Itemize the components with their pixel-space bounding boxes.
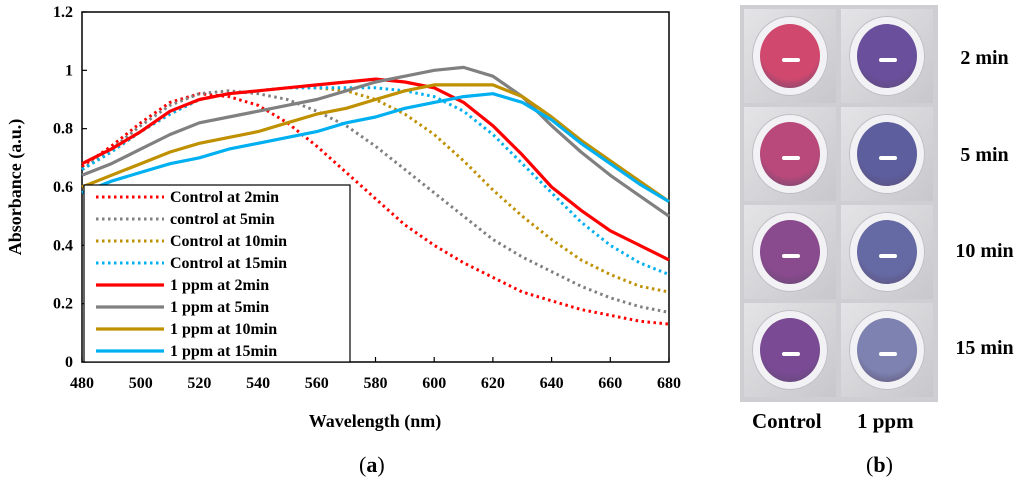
well-solution xyxy=(857,24,917,88)
column-label-1ppm: 1 ppm xyxy=(857,409,914,433)
y-axis-ticks: 0 0.2 0.4 0.6 0.8 1 1.2 xyxy=(53,4,87,371)
x-tick-label-5: 580 xyxy=(364,375,388,392)
legend-label-control-at-2min: Control at 2min xyxy=(170,189,279,206)
x-tick-label-0: 480 xyxy=(70,375,94,392)
control-well-0 xyxy=(744,9,836,103)
light-reflection xyxy=(782,254,800,258)
well-solution xyxy=(760,24,820,88)
well-solution xyxy=(857,318,917,382)
series-line-control-at-15min xyxy=(81,86,670,276)
x-tick-label-6: 600 xyxy=(422,375,446,392)
well-solution xyxy=(760,318,820,382)
x-tick-label-7: 620 xyxy=(481,375,505,392)
legend-label-control-at-10min: Control at 10min xyxy=(170,233,287,250)
legend-label-1-ppm-at-5min: 1 ppm at 5min xyxy=(170,299,269,316)
legend-label-1-ppm-at-15min: 1 ppm at 15min xyxy=(170,343,277,360)
panel-b-letter: b xyxy=(873,452,886,477)
ppm-well-3 xyxy=(841,303,933,397)
x-tick-label-10: 680 xyxy=(657,375,681,392)
y-tick-label-4: 0.8 xyxy=(53,121,73,138)
light-reflection xyxy=(782,58,800,62)
well-plate-photo xyxy=(740,5,938,402)
ppm-well-2 xyxy=(841,205,933,299)
light-reflection xyxy=(879,156,897,160)
x-tick-label-1: 500 xyxy=(129,375,153,392)
control-well-1 xyxy=(744,107,836,201)
x-tick-label-2: 520 xyxy=(187,375,211,392)
light-reflection xyxy=(782,156,800,160)
x-axis-title: Wavelength (nm) xyxy=(309,411,442,432)
time-label-15min: 15 min xyxy=(955,337,1014,359)
well-solution xyxy=(760,122,820,186)
series-line-1-ppm-at-5min xyxy=(81,65,670,218)
y-axis-title: Absorbance (a.u.) xyxy=(5,119,26,256)
x-tick-label-4: 560 xyxy=(305,375,329,392)
series-line-control-at-2min xyxy=(81,92,670,326)
series-line-1-ppm-at-15min xyxy=(81,92,670,203)
x-tick-label-8: 640 xyxy=(540,375,564,392)
panel-b-caption: (b) xyxy=(866,452,893,477)
time-label-5min: 5 min xyxy=(960,144,1009,166)
well-solution xyxy=(857,122,917,186)
y-tick-label-5: 1 xyxy=(65,62,73,79)
y-tick-label-2: 0.4 xyxy=(53,237,73,254)
light-reflection xyxy=(879,58,897,62)
y-tick-label-6: 1.2 xyxy=(53,4,73,21)
legend-box xyxy=(83,184,351,363)
light-reflection xyxy=(879,254,897,258)
legend: Control at 2min control at 5min Control at… xyxy=(83,184,351,363)
ppm-well-0 xyxy=(841,9,933,103)
series-line-1-ppm-at-10min xyxy=(81,83,670,203)
x-tick-label-3: 540 xyxy=(246,375,270,392)
x-axis-ticks: 480 500 520 540 560 580 600 620 640 660 680 xyxy=(70,357,681,392)
panel-a-letter: a xyxy=(366,452,378,477)
legend-label-control-at-5min: control at 5min xyxy=(170,211,275,228)
legend-label-1-ppm-at-10min: 1 ppm at 10min xyxy=(170,321,277,338)
series-line-1-ppm-at-2min xyxy=(81,77,670,262)
light-reflection xyxy=(879,352,897,356)
time-label-2min: 2 min xyxy=(960,47,1009,69)
control-well-3 xyxy=(744,303,836,397)
y-tick-label-0: 0 xyxy=(65,354,73,371)
control-well-2 xyxy=(744,205,836,299)
x-tick-label-9: 660 xyxy=(598,375,622,392)
y-tick-label-3: 0.6 xyxy=(53,179,73,196)
legend-label-control-at-15min: Control at 15min xyxy=(170,255,287,272)
light-reflection xyxy=(782,352,800,356)
legend-label-1-ppm-at-2min: 1 ppm at 2min xyxy=(170,277,269,294)
y-tick-label-1: 0.2 xyxy=(53,296,73,313)
time-label-10min: 10 min xyxy=(955,240,1014,262)
series-lines xyxy=(81,65,670,326)
well-solution xyxy=(857,220,917,284)
ppm-well-1 xyxy=(841,107,933,201)
absorbance-chart: 0 0.2 0.4 0.6 0.8 1 1.2 480 500 520 540 560 580 600 6… xyxy=(5,4,681,432)
column-label-control: Control xyxy=(752,409,822,433)
well-solution xyxy=(760,220,820,284)
panel-a-caption: (a) xyxy=(359,452,385,477)
